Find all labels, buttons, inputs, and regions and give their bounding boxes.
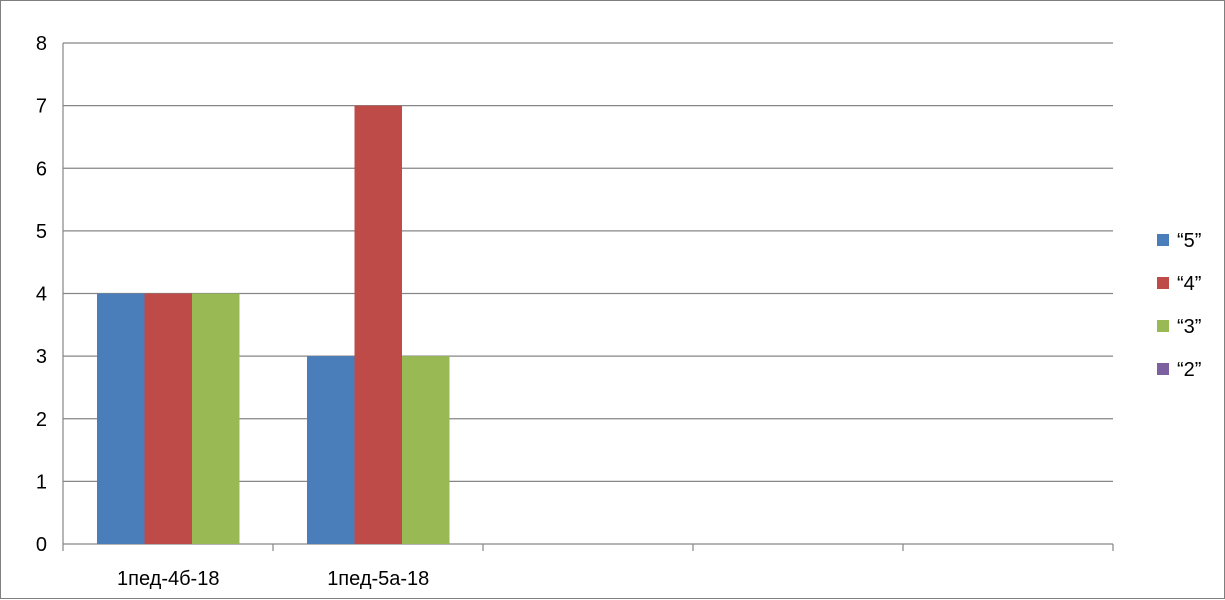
y-tick-label: 5 bbox=[36, 221, 47, 243]
y-tick-label: 1 bbox=[36, 471, 47, 493]
legend-swatch bbox=[1157, 277, 1169, 289]
bar bbox=[307, 356, 355, 544]
y-tick-label: 8 bbox=[36, 33, 47, 55]
y-tick-label: 3 bbox=[36, 346, 47, 368]
y-tick-label: 0 bbox=[36, 534, 47, 556]
legend-swatch bbox=[1157, 363, 1169, 375]
legend-label: “2” bbox=[1177, 359, 1201, 381]
bar bbox=[192, 293, 240, 544]
bar bbox=[354, 105, 402, 544]
legend-label: “5” bbox=[1177, 230, 1201, 252]
legend-label: “3” bbox=[1177, 316, 1201, 338]
legend-label: “4” bbox=[1177, 273, 1201, 295]
legend-swatch bbox=[1157, 320, 1169, 332]
y-tick-label: 2 bbox=[36, 409, 47, 431]
y-tick-label: 6 bbox=[36, 158, 47, 180]
x-tick-label: 1пед-4б-18 bbox=[117, 568, 219, 590]
x-tick-label: 1пед-5а-18 bbox=[327, 568, 429, 590]
bar bbox=[97, 293, 145, 544]
legend-swatch bbox=[1157, 234, 1169, 246]
y-tick-label: 7 bbox=[36, 96, 47, 118]
bar bbox=[144, 293, 192, 544]
y-tick-label: 4 bbox=[36, 284, 47, 306]
bar bbox=[402, 356, 450, 544]
